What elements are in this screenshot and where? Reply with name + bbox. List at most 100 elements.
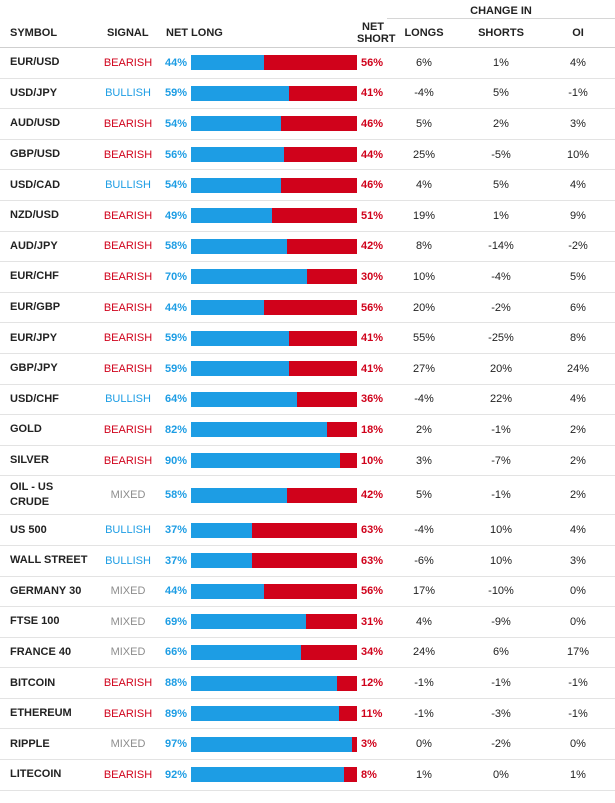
net-long-value: 89% [163, 698, 191, 730]
header-group-row: CHANGE IN [0, 0, 615, 19]
sentiment-bar [191, 644, 357, 660]
net-long-bar [191, 522, 253, 538]
net-short-bar [327, 422, 357, 438]
signal-cell: BULLISH [93, 384, 163, 416]
table-row[interactable]: EUR/USD BEARISH 44% 56% 6% 1% 4% [0, 47, 615, 79]
symbol-cell[interactable]: EUR/JPY [0, 322, 93, 354]
sentiment-bar-cell [191, 231, 357, 263]
change-oi-cell: 17% [541, 637, 615, 669]
table-row[interactable]: GERMANY 30 MIXED 44% 56% 17% -10% 0% [0, 576, 615, 608]
symbol-cell[interactable]: OIL - US CRUDE [0, 475, 93, 516]
sentiment-bar-cell [191, 78, 357, 110]
sentiment-bar [191, 767, 357, 783]
longs-column-header[interactable]: LONGS [387, 18, 461, 48]
net-short-bar [340, 453, 357, 469]
change-shorts-cell: 5% [461, 78, 541, 110]
table-row[interactable]: FRANCE 40 MIXED 66% 34% 24% 6% 17% [0, 637, 615, 669]
net-long-column-header[interactable]: NET LONG [163, 18, 357, 48]
symbol-cell[interactable]: LITECOIN [0, 759, 93, 791]
symbol-cell[interactable]: FRANCE 40 [0, 637, 93, 669]
symbol-cell[interactable]: GERMANY 30 [0, 576, 93, 608]
table-row[interactable]: FTSE 100 MIXED 69% 31% 4% -9% 0% [0, 606, 615, 638]
table-row[interactable]: AUD/JPY BEARISH 58% 42% 8% -14% -2% [0, 231, 615, 263]
table-row[interactable]: WALL STREET BULLISH 37% 63% -6% 10% 3% [0, 545, 615, 577]
table-row[interactable]: US 500 BULLISH 37% 63% -4% 10% 4% [0, 514, 615, 546]
signal-cell: BEARISH [93, 47, 163, 79]
net-long-value: 59% [163, 353, 191, 385]
sentiment-bar [191, 116, 357, 132]
signal-cell: BEARISH [93, 698, 163, 730]
net-short-bar [264, 300, 357, 316]
sentiment-bar [191, 553, 357, 569]
change-shorts-cell: 6% [461, 637, 541, 669]
net-long-bar [191, 391, 298, 407]
change-oi-cell: -1% [541, 78, 615, 110]
net-short-bar [264, 583, 357, 599]
net-long-value: 56% [163, 139, 191, 171]
table-row[interactable]: EUR/JPY BEARISH 59% 41% 55% -25% 8% [0, 322, 615, 354]
symbol-cell[interactable]: SILVER [0, 445, 93, 477]
net-long-bar [191, 177, 281, 193]
net-short-column-header[interactable]: NET SHORT [357, 18, 396, 48]
sentiment-bar [191, 147, 357, 163]
symbol-cell[interactable]: GOLD [0, 414, 93, 446]
table-row[interactable]: GBP/USD BEARISH 56% 44% 25% -5% 10% [0, 139, 615, 171]
table-row[interactable]: GOLD BEARISH 82% 18% 2% -1% 2% [0, 414, 615, 446]
symbol-cell[interactable]: ETHEREUM [0, 698, 93, 730]
symbol-cell[interactable]: FTSE 100 [0, 606, 93, 638]
net-long-bar [191, 706, 339, 722]
net-long-value: 90% [163, 445, 191, 477]
symbol-cell[interactable]: GBP/USD [0, 139, 93, 171]
table-row[interactable]: AUD/USD BEARISH 54% 46% 5% 2% 3% [0, 108, 615, 140]
table-row[interactable]: USD/CAD BULLISH 54% 46% 4% 5% 4% [0, 169, 615, 201]
change-oi-cell: -1% [541, 698, 615, 730]
table-row[interactable]: NZD/USD BEARISH 49% 51% 19% 1% 9% [0, 200, 615, 232]
net-long-value: 37% [163, 545, 191, 577]
change-shorts-cell: -1% [461, 667, 541, 699]
table-row[interactable]: EUR/CHF BEARISH 70% 30% 10% -4% 5% [0, 261, 615, 293]
oi-column-header[interactable]: OI [541, 18, 615, 48]
table-row[interactable]: USD/JPY BULLISH 59% 41% -4% 5% -1% [0, 78, 615, 110]
symbol-cell[interactable]: USD/JPY [0, 78, 93, 110]
table-row[interactable]: EUR/GBP BEARISH 44% 56% 20% -2% 6% [0, 292, 615, 324]
table-body: EUR/USD BEARISH 44% 56% 6% 1% 4% USD/JPY BULLISH… [0, 47, 615, 791]
net-long-value: 88% [163, 667, 191, 699]
table-row[interactable]: BITCOIN BEARISH 88% 12% -1% -1% -1% [0, 667, 615, 699]
signal-cell: BEARISH [93, 108, 163, 140]
net-long-bar [191, 361, 289, 377]
symbol-cell[interactable]: BITCOIN [0, 667, 93, 699]
net-long-bar [191, 553, 253, 569]
symbol-column-header[interactable]: SYMBOL [0, 18, 93, 48]
table-row[interactable]: SILVER BEARISH 90% 10% 3% -7% 2% [0, 445, 615, 477]
symbol-cell[interactable]: NZD/USD [0, 200, 93, 232]
table-row[interactable]: LITECOIN BEARISH 92% 8% 1% 0% 1% [0, 759, 615, 791]
signal-cell: BEARISH [93, 445, 163, 477]
table-row[interactable]: ETHEREUM BEARISH 89% 11% -1% -3% -1% [0, 698, 615, 730]
change-oi-cell: 4% [541, 47, 615, 79]
symbol-cell[interactable]: RIPPLE [0, 728, 93, 761]
symbol-cell[interactable]: EUR/USD [0, 47, 93, 79]
shorts-column-header[interactable]: SHORTS [461, 18, 541, 48]
sentiment-bar-cell [191, 322, 357, 354]
net-long-bar [191, 238, 288, 254]
symbol-cell[interactable]: EUR/CHF [0, 261, 93, 293]
symbol-cell[interactable]: AUD/JPY [0, 231, 93, 263]
table-row[interactable]: RIPPLE MIXED 97% 3% 0% -2% 0% [0, 728, 615, 761]
net-long-bar [191, 422, 328, 438]
table-row[interactable]: USD/CHF BULLISH 64% 36% -4% 22% 4% [0, 384, 615, 416]
symbol-cell[interactable]: EUR/GBP [0, 292, 93, 324]
change-shorts-cell: 20% [461, 353, 541, 385]
symbol-cell[interactable]: US 500 [0, 514, 93, 546]
symbol-cell[interactable]: GBP/JPY [0, 353, 93, 385]
signal-column-header[interactable]: SIGNAL [93, 18, 163, 48]
symbol-cell[interactable]: USD/CHF [0, 384, 93, 416]
net-long-value: 54% [163, 108, 191, 140]
symbol-cell[interactable]: AUD/USD [0, 108, 93, 140]
change-shorts-cell: 5% [461, 169, 541, 201]
net-long-value: 58% [163, 475, 191, 516]
net-short-bar [297, 391, 357, 407]
table-row[interactable]: GBP/JPY BEARISH 59% 41% 27% 20% 24% [0, 353, 615, 385]
table-row[interactable]: OIL - US CRUDE MIXED 58% 42% 5% -1% 2% [0, 475, 615, 516]
symbol-cell[interactable]: USD/CAD [0, 169, 93, 201]
symbol-cell[interactable]: WALL STREET [0, 545, 93, 577]
